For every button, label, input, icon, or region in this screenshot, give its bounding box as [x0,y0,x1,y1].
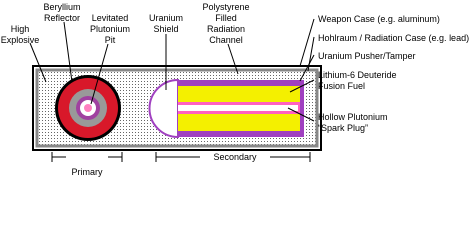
label: Beryllium [43,2,80,12]
label: Plutonium [90,24,130,34]
label: Lithium-6 Deuteride [318,70,397,80]
label: Pit [105,35,116,45]
label: Explosive [1,35,40,45]
label: Channel [209,35,243,45]
label: Levitated [92,13,129,23]
label: Uranium [149,13,183,23]
label: Fusion Fuel [318,81,365,91]
label: Hollow Plutonium [318,112,388,122]
secondary [148,78,304,139]
label: Polystyrene [202,2,249,12]
section-label: Secondary [213,152,257,162]
label: Filled [215,13,237,23]
label: Hohlraum / Radiation Case (e.g. lead) [318,33,469,43]
primary [55,75,121,141]
label: Reflector [44,13,80,23]
label: Shield [153,24,178,34]
label: Radiation [207,24,245,34]
label: “Spark Plug” [318,123,368,133]
label: High [11,24,30,34]
leader-lines [29,18,315,122]
section-label: Primary [72,167,103,177]
label: Uranium Pusher/Tamper [318,51,416,61]
section-brackets [51,152,311,162]
label: Weapon Case (e.g. aluminum) [318,14,440,24]
